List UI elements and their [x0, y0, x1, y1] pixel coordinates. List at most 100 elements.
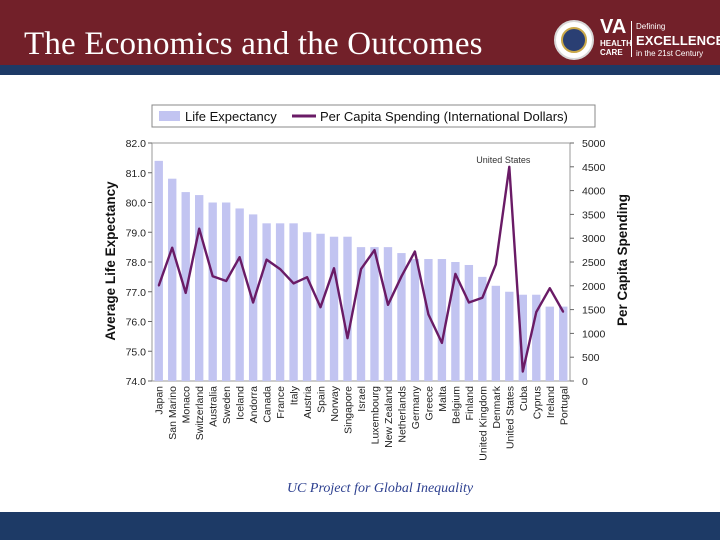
x-tick-label: Cuba — [518, 386, 530, 411]
bar-life-expectancy — [437, 259, 447, 381]
y-tick-label-right: 3500 — [582, 209, 606, 221]
y-tick-label-right: 5000 — [582, 138, 606, 150]
bar-life-expectancy — [195, 195, 204, 381]
y-tick-label-right: 4000 — [582, 186, 606, 198]
x-tick-label: Australia — [208, 386, 220, 427]
point-per-capita-spending — [346, 337, 349, 339]
y-tick-label-right: 0 — [582, 376, 588, 388]
x-tick-label: Malta — [437, 386, 449, 412]
bar-life-expectancy — [248, 214, 258, 381]
point-per-capita-spending — [481, 296, 484, 299]
y-tick-label-right: 1500 — [582, 305, 606, 317]
bar-life-expectancy — [302, 232, 312, 381]
bar-life-expectancy — [168, 178, 177, 381]
y-tick-label-right: 1000 — [582, 328, 606, 340]
point-per-capita-spending — [252, 301, 254, 304]
bar-life-expectancy — [424, 259, 433, 381]
point-per-capita-spending — [319, 306, 322, 309]
bar-life-expectancy — [532, 294, 541, 381]
point-per-capita-spending — [198, 227, 200, 230]
source-credit: UC Project for Global Inequality — [286, 481, 474, 496]
bar-life-expectancy — [154, 160, 163, 381]
bar-life-expectancy — [181, 192, 190, 381]
bar-life-expectancy — [451, 262, 460, 381]
bar-life-expectancy — [464, 264, 474, 381]
y-tick-label-right: 4500 — [582, 162, 606, 174]
bar-life-expectancy — [397, 253, 406, 381]
legend-swatch-bar — [159, 111, 180, 121]
point-per-capita-spending — [387, 304, 389, 306]
bar-life-expectancy — [329, 236, 339, 381]
bar-life-expectancy — [478, 276, 487, 381]
bar-life-expectancy — [505, 291, 514, 381]
point-per-capita-spending — [373, 249, 376, 251]
point-per-capita-spending — [265, 258, 268, 261]
point-per-capita-spending — [400, 275, 403, 278]
bar-life-expectancy — [221, 202, 231, 381]
y-tick-label-right: 2000 — [582, 281, 606, 293]
bar-life-expectancy — [383, 247, 393, 381]
bar-life-expectancy — [491, 285, 501, 381]
va-logo-sub: HEALTH CARE — [600, 39, 632, 57]
x-tick-label: Spain — [316, 386, 328, 413]
annotation-united-states: United States — [476, 155, 531, 165]
y-tick-label-left: 81.0 — [126, 168, 147, 180]
x-tick-label: Luxembourg — [370, 386, 382, 445]
y-tick-label-right: 500 — [582, 352, 600, 364]
x-tick-label: Denmark — [491, 385, 503, 428]
x-tick-label: Greece — [423, 386, 435, 421]
x-tick-label: Germany — [410, 385, 422, 429]
point-per-capita-spending — [238, 256, 241, 259]
bar-life-expectancy — [343, 236, 352, 381]
x-tick-label: Ireland — [545, 386, 557, 418]
bar-life-expectancy — [356, 247, 366, 381]
point-per-capita-spending — [562, 311, 565, 313]
x-tick-label: Portugal — [558, 386, 570, 425]
point-per-capita-spending — [454, 273, 457, 275]
title-bar-stripe — [0, 65, 720, 75]
x-tick-label: Andorra — [248, 386, 260, 424]
x-tick-label: Switzerland — [194, 386, 206, 440]
point-per-capita-spending — [535, 311, 538, 313]
va-seal-icon — [554, 20, 594, 60]
x-tick-label: Italy — [289, 385, 301, 405]
x-tick-label: Cyprus — [531, 386, 543, 419]
x-tick-label: Singapore — [343, 386, 355, 434]
point-per-capita-spending — [279, 268, 281, 270]
y-tick-label-left: 74.0 — [126, 376, 147, 388]
y-tick-label-left: 82.0 — [126, 138, 147, 150]
x-tick-label: Israel — [356, 386, 368, 412]
footer-bar — [0, 512, 720, 540]
y-axis-title-right: Per Capita Spending — [615, 194, 630, 326]
point-per-capita-spending — [495, 263, 497, 266]
slide-title: The Economics and the Outcomes — [24, 26, 483, 62]
bar-life-expectancy — [410, 259, 420, 381]
y-tick-label-left: 76.0 — [126, 317, 147, 329]
x-tick-label: Monaco — [181, 386, 193, 424]
x-tick-label: San Marino — [167, 386, 179, 440]
point-per-capita-spending — [306, 276, 308, 279]
point-per-capita-spending — [468, 301, 470, 304]
bar-life-expectancy — [559, 306, 568, 381]
chart-legend: Life Expectancy Per Capita Spending (Inte… — [151, 104, 596, 128]
x-tick-label: Iceland — [235, 386, 247, 420]
bar-life-expectancy — [518, 294, 527, 381]
point-per-capita-spending — [184, 292, 187, 294]
y-axis-title-left: Average Life Expectancy — [103, 181, 118, 341]
point-per-capita-spending — [508, 166, 511, 168]
point-per-capita-spending — [522, 370, 524, 373]
tagline-top: Defining — [636, 22, 666, 31]
bar-life-expectancy — [289, 223, 298, 381]
point-per-capita-spending — [211, 275, 214, 278]
point-per-capita-spending — [441, 342, 443, 344]
legend-box — [151, 104, 596, 128]
logo-divider — [631, 21, 632, 57]
legend-label-per-capita-spending: Per Capita Spending (International Dolla… — [320, 109, 568, 124]
x-tick-label: Japan — [154, 386, 166, 415]
x-tick-label: Sweden — [221, 386, 233, 424]
title-bar — [0, 0, 720, 65]
point-per-capita-spending — [292, 282, 295, 285]
x-tick-label: Norway — [329, 385, 341, 421]
point-per-capita-spending — [333, 267, 335, 269]
y-tick-label-right: 3000 — [582, 233, 606, 245]
